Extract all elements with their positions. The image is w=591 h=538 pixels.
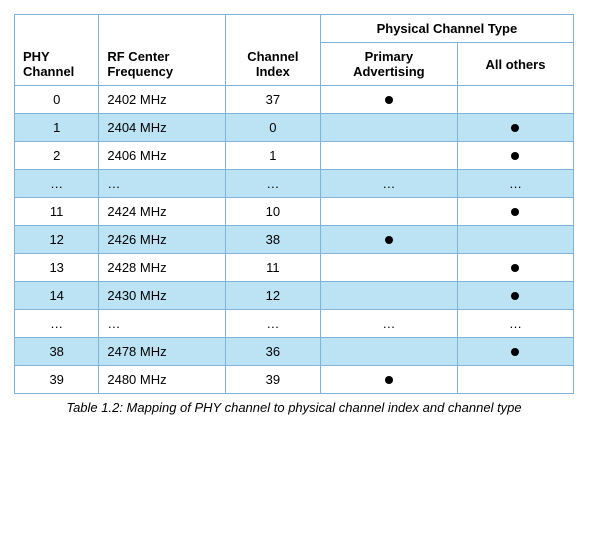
- table-row: 392480 MHz39: [15, 366, 574, 394]
- cell-rf: 2430 MHz: [99, 282, 226, 310]
- marker-dot-icon: [511, 348, 519, 356]
- cell-ao: …: [457, 310, 573, 338]
- cell-rf: 2426 MHz: [99, 226, 226, 254]
- table-row: ……………: [15, 310, 574, 338]
- cell-rf: 2480 MHz: [99, 366, 226, 394]
- cell-pa: [320, 226, 457, 254]
- cell-ao: [457, 366, 573, 394]
- cell-pa: [320, 282, 457, 310]
- cell-ci: 0: [225, 114, 320, 142]
- cell-pa: [320, 86, 457, 114]
- table-head: PHY Channel RF Center Frequency Channel …: [15, 15, 574, 86]
- cell-phy: 13: [15, 254, 99, 282]
- cell-ao: [457, 254, 573, 282]
- cell-ao: [457, 282, 573, 310]
- table-caption: Table 1.2: Mapping of PHY channel to phy…: [14, 400, 574, 415]
- cell-rf: 2428 MHz: [99, 254, 226, 282]
- cell-rf: …: [99, 170, 226, 198]
- cell-rf: 2402 MHz: [99, 86, 226, 114]
- cell-pa: [320, 254, 457, 282]
- cell-phy: 1: [15, 114, 99, 142]
- header-group: Physical Channel Type: [320, 15, 573, 43]
- cell-phy: …: [15, 310, 99, 338]
- cell-rf: 2478 MHz: [99, 338, 226, 366]
- header-ci: Channel Index: [225, 15, 320, 86]
- cell-phy: …: [15, 170, 99, 198]
- marker-dot-icon: [511, 208, 519, 216]
- cell-ci: 1: [225, 142, 320, 170]
- cell-ci: 39: [225, 366, 320, 394]
- cell-phy: 14: [15, 282, 99, 310]
- cell-ao: [457, 86, 573, 114]
- cell-ci: …: [225, 170, 320, 198]
- table-row: 02402 MHz37: [15, 86, 574, 114]
- cell-ci: 12: [225, 282, 320, 310]
- channel-table: PHY Channel RF Center Frequency Channel …: [14, 14, 574, 394]
- cell-pa: …: [320, 310, 457, 338]
- header-rf: RF Center Frequency: [99, 15, 226, 86]
- marker-dot-icon: [511, 292, 519, 300]
- cell-ao: [457, 142, 573, 170]
- cell-pa: [320, 198, 457, 226]
- cell-pa: [320, 366, 457, 394]
- cell-phy: 0: [15, 86, 99, 114]
- cell-rf: …: [99, 310, 226, 338]
- cell-pa: [320, 338, 457, 366]
- table-row: 22406 MHz1: [15, 142, 574, 170]
- header-ao: All others: [457, 43, 573, 86]
- cell-ao: [457, 226, 573, 254]
- cell-ci: 11: [225, 254, 320, 282]
- cell-pa: [320, 142, 457, 170]
- table-row: 12404 MHz0: [15, 114, 574, 142]
- table-row: ……………: [15, 170, 574, 198]
- table-row: 112424 MHz10: [15, 198, 574, 226]
- marker-dot-icon: [511, 152, 519, 160]
- header-phy: PHY Channel: [15, 15, 99, 86]
- cell-ci: 37: [225, 86, 320, 114]
- cell-ci: 10: [225, 198, 320, 226]
- cell-phy: 38: [15, 338, 99, 366]
- cell-ao: [457, 338, 573, 366]
- marker-dot-icon: [385, 96, 393, 104]
- table-body: 02402 MHz3712404 MHz022406 MHz1……………1124…: [15, 86, 574, 394]
- marker-dot-icon: [385, 236, 393, 244]
- marker-dot-icon: [385, 376, 393, 384]
- cell-ao: [457, 198, 573, 226]
- table-row: 132428 MHz11: [15, 254, 574, 282]
- cell-rf: 2404 MHz: [99, 114, 226, 142]
- cell-phy: 11: [15, 198, 99, 226]
- cell-ci: …: [225, 310, 320, 338]
- marker-dot-icon: [511, 264, 519, 272]
- cell-pa: …: [320, 170, 457, 198]
- cell-pa: [320, 114, 457, 142]
- cell-phy: 12: [15, 226, 99, 254]
- cell-phy: 39: [15, 366, 99, 394]
- table-row: 122426 MHz38: [15, 226, 574, 254]
- marker-dot-icon: [511, 124, 519, 132]
- cell-ci: 38: [225, 226, 320, 254]
- cell-ao: [457, 114, 573, 142]
- cell-phy: 2: [15, 142, 99, 170]
- table-row: 382478 MHz36: [15, 338, 574, 366]
- header-pa: Primary Advertising: [320, 43, 457, 86]
- cell-rf: 2424 MHz: [99, 198, 226, 226]
- table-row: 142430 MHz12: [15, 282, 574, 310]
- cell-ao: …: [457, 170, 573, 198]
- cell-rf: 2406 MHz: [99, 142, 226, 170]
- cell-ci: 36: [225, 338, 320, 366]
